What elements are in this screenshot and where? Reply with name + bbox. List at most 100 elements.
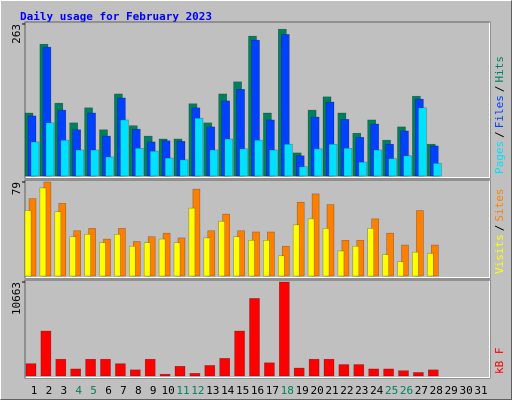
bar [75,149,84,177]
bar [219,358,230,377]
bar [343,147,353,177]
x-tick-label: 15 [236,384,249,397]
bar [55,358,67,377]
bar [416,210,424,277]
bar [84,234,91,277]
bar [427,369,439,377]
x-tick-label: 14 [221,384,235,397]
x-tick-label: 13 [206,384,219,397]
bar [203,237,211,277]
bar [189,373,201,377]
bar [382,254,389,277]
x-tick-label: 3 [60,384,67,397]
bar [85,358,96,377]
x-tick-label: 19 [296,384,309,397]
bar [149,150,159,177]
bar [99,242,106,277]
bar [367,228,375,277]
bar [70,368,81,377]
x-tick-label: 5 [90,384,97,397]
bar [30,141,40,177]
chart-title: Daily usage for February 2023 [20,10,212,23]
bar [373,149,383,177]
bar [90,149,99,177]
bar [248,240,255,277]
bar [418,107,427,177]
x-tick-label: 9 [150,384,157,397]
bar [278,281,290,377]
bar [283,143,293,177]
bar [54,211,62,277]
bar [338,364,350,377]
bar [432,162,442,177]
bar [60,139,70,177]
legend-separator: / [493,225,506,232]
legend-entry: Hits [493,56,506,83]
x-tick-label: 16 [251,384,264,397]
x-tick-label: 4 [75,384,82,397]
bar [398,370,409,377]
bar [403,155,412,177]
y-tick-label: 10663 [10,282,23,315]
x-tick-label: 22 [340,384,353,397]
x-tick-label: 10 [161,384,174,397]
bar [383,368,394,377]
x-tick-label: 25 [385,384,398,397]
bar [114,234,121,277]
bar [45,122,55,177]
x-tick-label: 28 [430,384,443,397]
bar [224,138,233,177]
x-tick-label: 30 [459,384,472,397]
bar [105,156,114,177]
x-tick-label: 7 [120,384,127,397]
bar [307,218,315,277]
bar [115,363,126,377]
bar [130,369,141,377]
bar [39,187,47,277]
x-tick-label: 18 [281,384,294,397]
y-tick-label: 79 [10,182,23,195]
bar [308,358,320,377]
bar [358,161,368,177]
x-tick-label: 27 [415,384,428,397]
bar [144,358,156,377]
bar [188,207,196,277]
bar [426,253,434,277]
y-tick-label: 263 [10,24,23,44]
bar [313,148,323,177]
bar [40,330,52,377]
bar [353,364,365,377]
bar [135,147,144,177]
bar [322,228,330,277]
x-tick-label: 8 [135,384,142,397]
x-tick-label: 26 [400,384,413,397]
x-tick-label: 29 [445,384,458,397]
legend: Pages / Files / Hits [493,56,506,174]
legend-entry: Sites [493,189,506,222]
bar [413,372,424,377]
bar [254,139,263,177]
bar [129,245,136,277]
bar [100,358,111,377]
x-tick-label: 23 [355,384,368,397]
bar [239,148,248,177]
x-tick-label: 12 [191,384,204,397]
bar [25,363,37,377]
panel-bevel [25,280,490,378]
x-tick-label: 21 [325,384,338,397]
bar [179,159,189,177]
bar [69,236,76,277]
bar [143,242,151,277]
x-tick-label: 24 [370,384,384,397]
bar [174,366,186,377]
bar [120,119,129,177]
bar [397,261,404,277]
bar [233,236,240,277]
bar [24,210,32,277]
bar [277,255,285,277]
bar [218,220,225,277]
legend-entry: kB F [493,348,506,375]
bar [194,117,204,177]
bar [368,368,380,377]
